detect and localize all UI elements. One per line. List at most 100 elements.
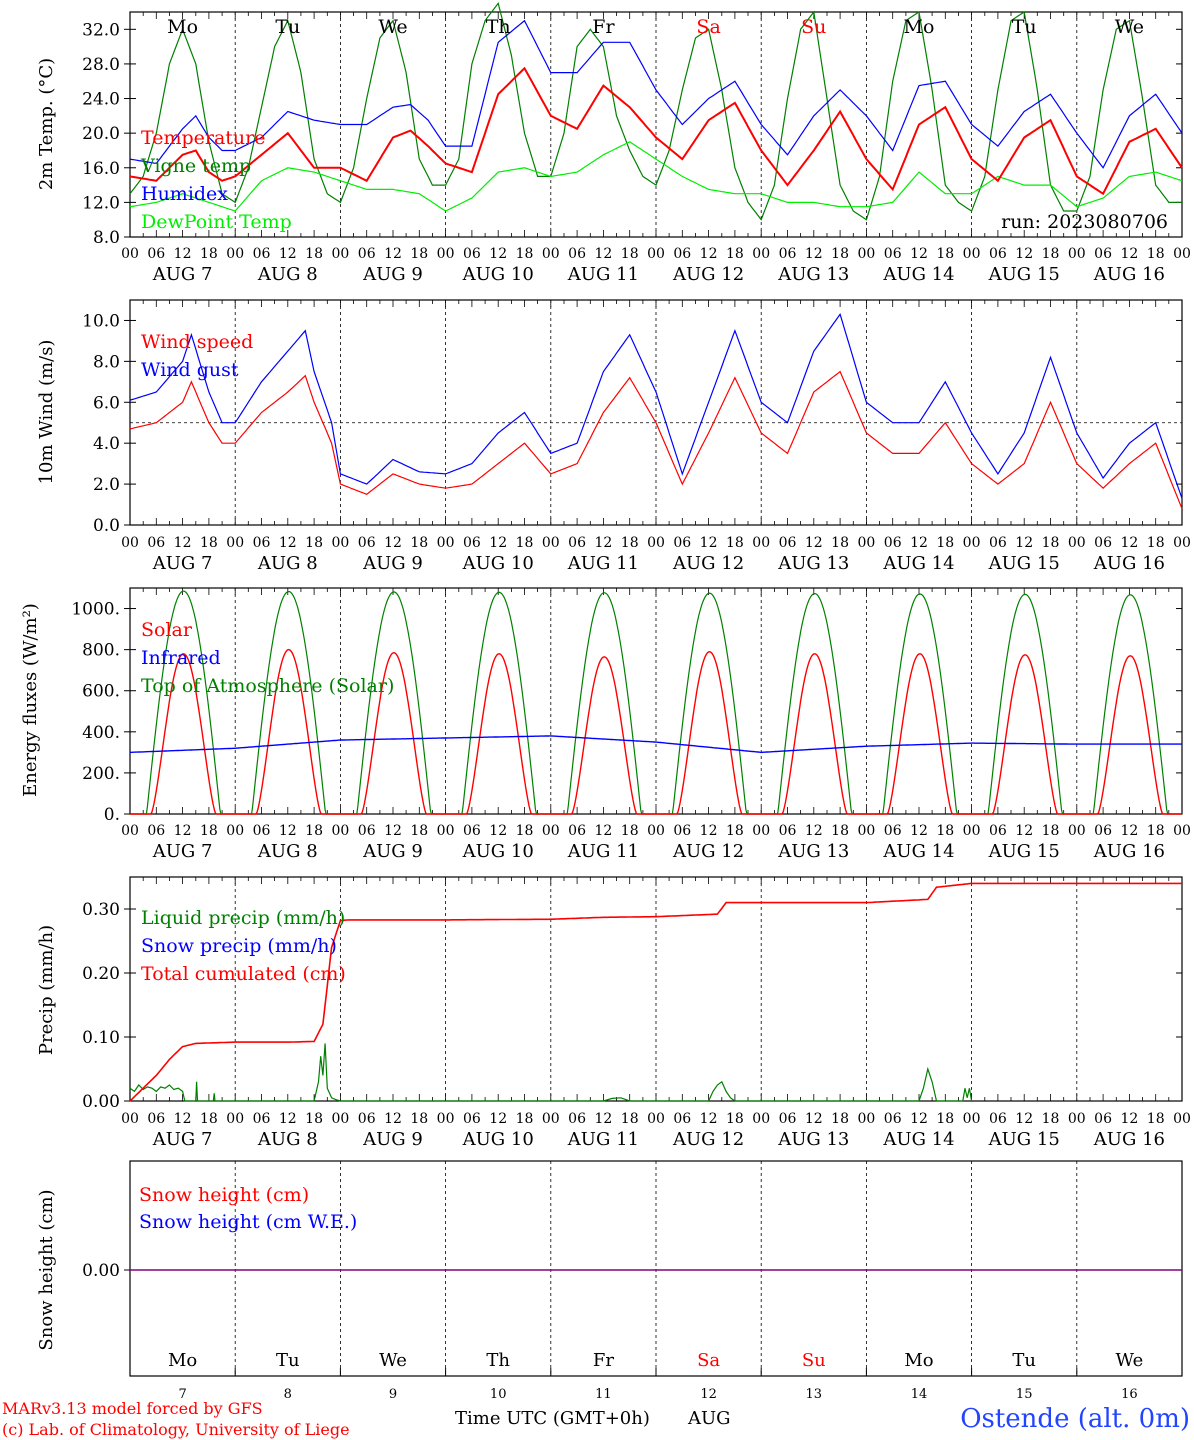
- precip-y-tick-label: 0.20: [82, 964, 120, 984]
- series-humidex: [129, 19, 1183, 169]
- legend-entry: Snow precip (mm/h): [141, 935, 337, 957]
- date-label: AUG 14: [882, 553, 954, 574]
- weekday-label-bottom: Mo: [168, 1350, 197, 1371]
- hour-tick-label: 06: [253, 535, 271, 551]
- day-number-label: 15: [1016, 1387, 1033, 1402]
- temp-y-tick-label: 12.0: [82, 193, 120, 213]
- hour-tick-label: 06: [779, 246, 797, 262]
- hour-tick-label: 00: [1173, 535, 1191, 551]
- date-label: AUG 12: [672, 1129, 744, 1150]
- hour-tick-label: 12: [489, 823, 507, 839]
- hour-tick-label: 00: [752, 246, 770, 262]
- series-wind-speed: [129, 370, 1183, 509]
- series-liquid-precip: [129, 1043, 973, 1102]
- hour-tick-label: 12: [1120, 246, 1138, 262]
- date-label: AUG 8: [257, 1129, 318, 1150]
- hour-tick-label: 12: [174, 246, 192, 262]
- date-label: AUG 7: [152, 553, 213, 574]
- hour-tick-label: 18: [726, 1111, 744, 1127]
- hour-tick-label: 00: [1068, 535, 1086, 551]
- hour-tick-label: 18: [305, 823, 323, 839]
- hour-tick-label: 18: [1042, 1111, 1060, 1127]
- hour-tick-label: 00: [1068, 1111, 1086, 1127]
- hour-tick-label: 12: [910, 535, 928, 551]
- legend-entry: Liquid precip (mm/h): [141, 907, 345, 929]
- y-axis-label: Snow height (cm): [36, 1189, 57, 1350]
- date-label: AUG 14: [882, 841, 954, 862]
- hour-tick-label: 12: [805, 246, 823, 262]
- weekday-label-bottom: We: [379, 1350, 407, 1371]
- hour-tick-label: 18: [831, 246, 849, 262]
- hour-tick-label: 18: [200, 823, 218, 839]
- legend-entry: Temperature: [141, 127, 265, 149]
- hour-tick-label: 12: [700, 823, 718, 839]
- date-label: AUG 8: [257, 264, 318, 285]
- hour-tick-label: 18: [621, 823, 639, 839]
- day-number-label: 14: [911, 1387, 928, 1402]
- hour-tick-label: 06: [989, 535, 1007, 551]
- hour-tick-label: 12: [594, 535, 612, 551]
- hour-tick-label: 06: [253, 823, 271, 839]
- hour-tick-label: 00: [226, 1111, 244, 1127]
- hour-tick-label: 12: [805, 535, 823, 551]
- date-label: AUG 15: [988, 1129, 1060, 1150]
- weekday-label-bottom: Th: [486, 1350, 510, 1371]
- legend-entry: DewPoint Temp: [141, 211, 292, 233]
- hour-tick-label: 18: [305, 535, 323, 551]
- date-label: AUG 8: [257, 841, 318, 862]
- weekday-label: We: [378, 16, 407, 38]
- hour-tick-label: 00: [226, 535, 244, 551]
- hour-tick-label: 12: [384, 1111, 402, 1127]
- hour-tick-label: 00: [121, 246, 139, 262]
- hour-tick-label: 06: [358, 1111, 376, 1127]
- date-label: AUG 10: [462, 841, 534, 862]
- temp-y-tick-label: 8.0: [93, 228, 120, 248]
- hour-tick-label: 18: [726, 246, 744, 262]
- hour-tick-label: 06: [1094, 823, 1112, 839]
- hour-tick-label: 18: [936, 1111, 954, 1127]
- legend-entry: Snow height (cm): [139, 1184, 309, 1206]
- legend-entry: Vigne temp: [140, 155, 251, 177]
- wind-y-tick-label: 10.0: [82, 311, 120, 331]
- hour-tick-label: 00: [647, 823, 665, 839]
- snow-x-ticks: [129, 1368, 1183, 1376]
- hour-tick-label: 00: [331, 535, 349, 551]
- hour-tick-label: 00: [542, 823, 560, 839]
- date-label: AUG 12: [672, 553, 744, 574]
- hour-tick-label: 18: [1042, 823, 1060, 839]
- hour-tick-label: 06: [147, 246, 165, 262]
- hour-tick-label: 06: [568, 246, 586, 262]
- day-number-label: 12: [700, 1387, 717, 1402]
- date-label: AUG 7: [152, 264, 213, 285]
- hour-tick-label: 12: [174, 535, 192, 551]
- series-solar: [130, 648, 1182, 815]
- weekday-label-bottom: Su: [802, 1350, 826, 1371]
- hour-tick-label: 06: [1094, 535, 1112, 551]
- legend-entry: Solar: [141, 619, 193, 641]
- hour-tick-label: 18: [831, 535, 849, 551]
- hour-tick-label: 12: [279, 1111, 297, 1127]
- hour-tick-label: 12: [384, 535, 402, 551]
- temperature-panel: 8.0 12.0 16.0 20.0 24.0 28.0 32.0 Mo Tu We Th Fr Sa S…: [36, 1, 1191, 285]
- day-number-label: 11: [595, 1387, 612, 1402]
- time-axis-label: Time UTC (GMT+0h): [455, 1408, 650, 1429]
- weekday-label: Tu: [1012, 16, 1037, 38]
- weekday-label: Mo: [167, 16, 198, 38]
- hour-tick-label: 06: [673, 1111, 691, 1127]
- wind-y-tick-label: 8.0: [93, 352, 120, 372]
- legend-entry: Humidex: [141, 183, 228, 205]
- hour-tick-label: 00: [331, 823, 349, 839]
- date-label: AUG 13: [777, 841, 849, 862]
- hour-tick-label: 06: [358, 535, 376, 551]
- hour-tick-label: 12: [174, 1111, 192, 1127]
- weekday-label-bottom: Fr: [593, 1350, 614, 1371]
- hour-tick-label: 12: [384, 246, 402, 262]
- y-axis-label: Precip (mm/h): [36, 925, 57, 1055]
- precip-y-tick-label: 0.00: [82, 1092, 120, 1112]
- legend-entry: Snow height (cm W.E.): [139, 1211, 357, 1233]
- hour-tick-label: 12: [279, 246, 297, 262]
- run-annotation: run: 2023080706: [1001, 211, 1168, 233]
- hour-tick-label: 12: [594, 246, 612, 262]
- date-label: AUG 7: [152, 1129, 213, 1150]
- hour-tick-label: 06: [463, 535, 481, 551]
